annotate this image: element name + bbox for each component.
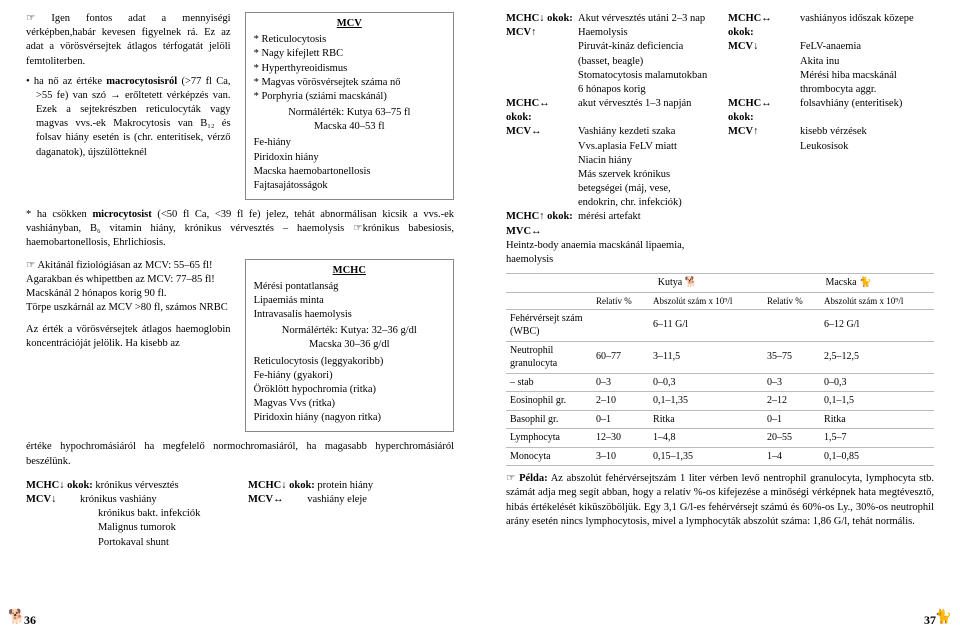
right-col-left: MCHC↓ okok:Akut vérvesztés utáni 2–3 nap…: [506, 12, 712, 267]
table-row: Eosinophil gr.2–100,1–1,352–120,1–1,5: [506, 392, 934, 411]
cell-count-table: Kutya 🐕 Macska 🐈 Relatív %Abszolút szám …: [506, 273, 934, 466]
ertek-lead: Az érték a vörösvérsejtek átlagos haemog…: [26, 323, 231, 351]
bottom-left-block: MCHC↓ okok: krónikus vérvesztés MCV↓ kró…: [26, 479, 232, 550]
intro: Igen fontos adat a mennyiségi vérképben,…: [26, 12, 231, 69]
bullet-macro: • ha nő az értéke macrocytosisról (>77 f…: [26, 75, 231, 160]
table-row: – stab0–30–0,30–30–0,3: [506, 373, 934, 392]
ertek-full: értéke hypochromásiáról ha megfelelő nor…: [26, 440, 454, 468]
page-number: 36: [24, 612, 36, 628]
akita: Akitánál fiziológiásan az MCV: 55–65 fl!: [26, 259, 231, 273]
table-row: Basophil gr.0–1Ritka0–1Ritka: [506, 410, 934, 429]
bottom-right-block: MCHC↓ okok: protein hiány MCV↔ vashiány …: [248, 479, 454, 550]
paw-footer-icon: [8, 609, 25, 628]
bullet-micro: * ha csökken microcytosist (<50 fl Ca, <…: [26, 208, 454, 251]
mchc-box: MCHC Mérési pontatlanság Lipaemiás minta…: [245, 259, 454, 433]
mcv-box: MCV * Reticulocytosis * Nagy kifejlett R…: [245, 12, 454, 200]
table-row: Fehérvérsejt szám (WBC)6–11 G/l6–12 G/l: [506, 309, 934, 341]
table-row: Monocyta3–100,15–1,351–40,1–0,85: [506, 447, 934, 466]
paw-footer-icon: [935, 609, 952, 628]
table-row: Neutrophil granulocyta60–773–11,535–752,…: [506, 341, 934, 373]
example: Példa: Az abszolút fehérvérsejtszám 1 li…: [506, 472, 934, 529]
table-row: Lymphocyta12–301–4,820–551,5–7: [506, 429, 934, 448]
right-col-right: MCHC↔ okok:vashiányos időszak közepe MCV…: [728, 12, 934, 267]
